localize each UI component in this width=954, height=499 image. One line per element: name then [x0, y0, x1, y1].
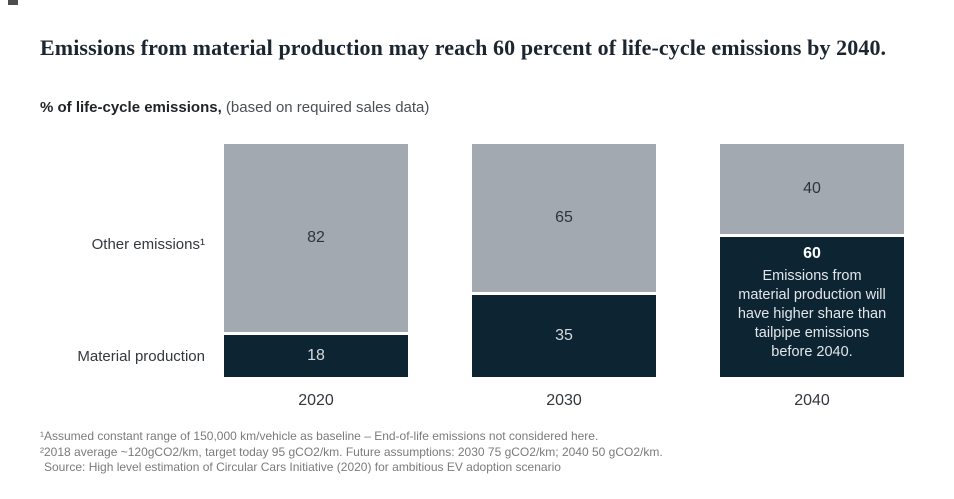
footnote-2: ²2018 average ~120gCO2/km, target today … [40, 444, 663, 459]
x-axis-label-2030: 2030 [546, 392, 582, 409]
footnotes: ¹Assumed constant range of 150,000 km/ve… [40, 429, 663, 476]
bar-2020-segment-material: 18 [224, 335, 408, 377]
series-label-material-production: Material production [77, 348, 205, 365]
screenshot-crop-artifact [8, 0, 18, 5]
bar-2020: 82 18 [224, 144, 408, 377]
value-label-highlight: 60 [803, 245, 821, 263]
stacked-bar-chart: 82 18 65 35 40 60 Emissions from materi [224, 144, 904, 377]
bar-2020-segment-other: 82 [224, 144, 408, 336]
source-note: Source: High level estimation of Circula… [44, 460, 561, 474]
chart-subtitle: % of life-cycle emissions, (based on req… [40, 99, 429, 116]
value-label: 35 [555, 327, 573, 345]
bar-2030: 65 35 [472, 144, 656, 377]
value-label: 65 [555, 209, 573, 227]
bar-2030-segment-material: 35 [472, 295, 656, 377]
bar-2030-segment-other: 65 [472, 144, 656, 296]
bar-2040: 40 60 Emissions from material production… [720, 144, 904, 377]
x-axis-label-2020: 2020 [298, 392, 334, 409]
value-label: 40 [803, 180, 821, 198]
series-label-other-emissions: Other emissions¹ [91, 236, 205, 253]
value-label: 82 [307, 229, 325, 247]
bar-2040-segment-other: 40 [720, 144, 904, 238]
page-title: Emissions from material production may r… [40, 34, 887, 60]
annotation-text: Emissions from material production will … [737, 268, 887, 361]
footnote-1: ¹Assumed constant range of 150,000 km/ve… [40, 429, 599, 443]
chart-subtitle-note: (based on required sales data) [225, 99, 430, 116]
chart-unit-label: % of life-cycle emissions, [40, 99, 222, 116]
value-label: 18 [307, 347, 325, 365]
bar-2040-segment-material: 60 Emissions from material production wi… [720, 237, 904, 377]
x-axis-label-2040: 2040 [794, 392, 830, 409]
